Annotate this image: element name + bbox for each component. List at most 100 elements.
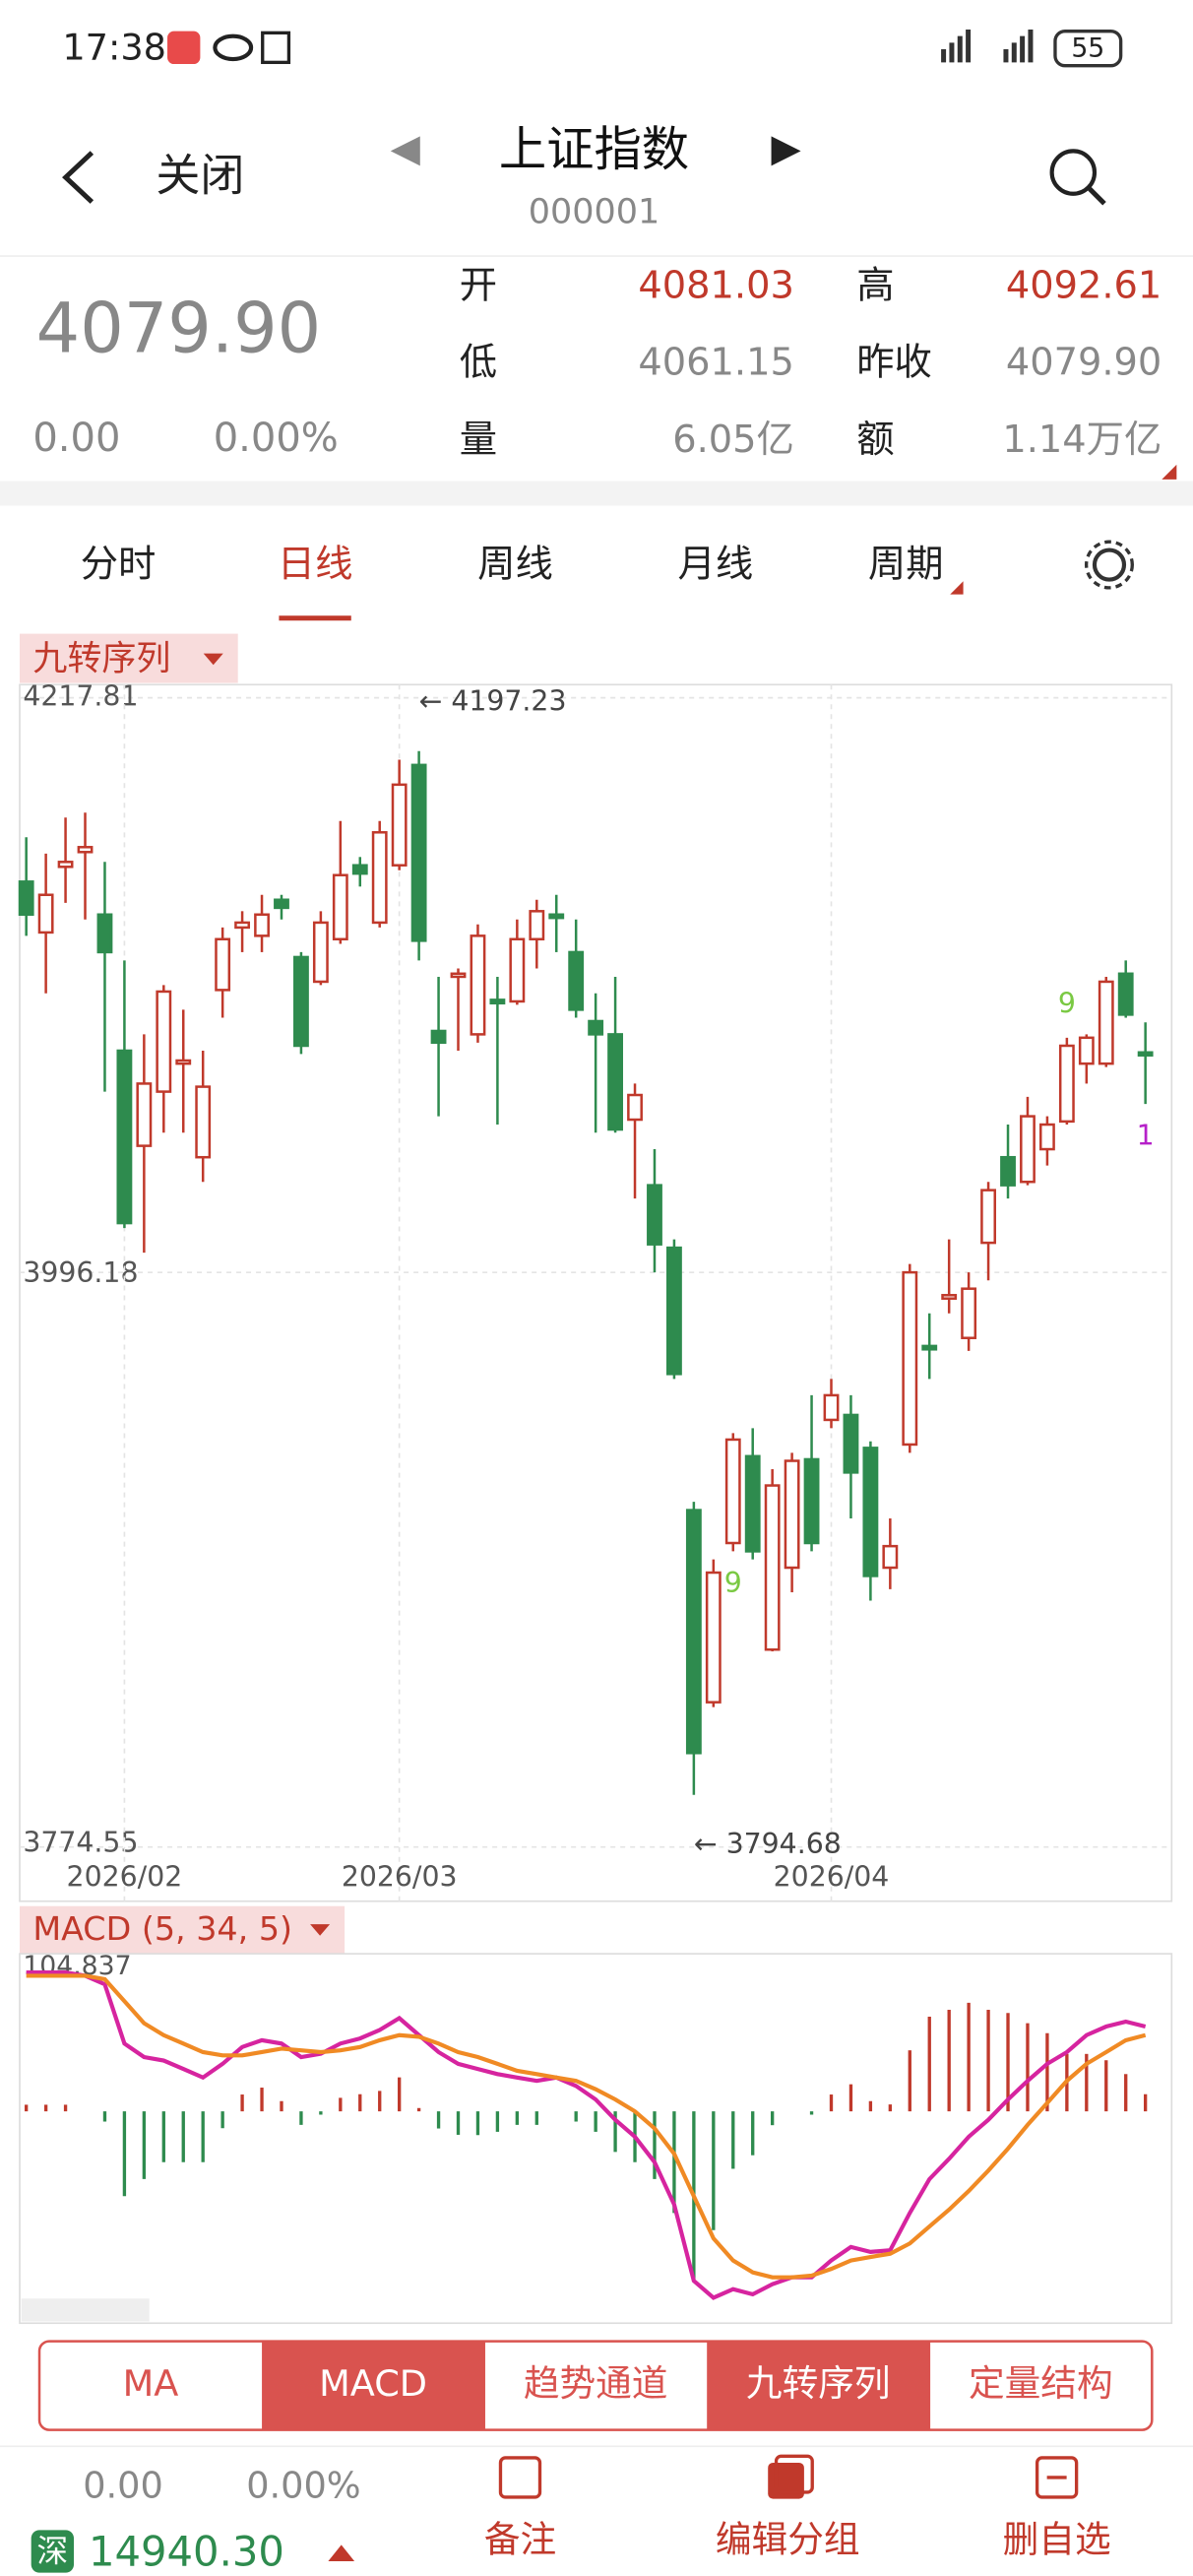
corner-mark	[950, 581, 964, 595]
candle-body	[96, 913, 113, 954]
candle-body	[568, 950, 585, 1011]
period-tab[interactable]: 日线	[278, 543, 353, 587]
period-tab[interactable]: 周期	[868, 543, 944, 587]
note-icon[interactable]	[498, 2456, 542, 2499]
y-tick-label: 3996.18	[23, 1256, 138, 1289]
stock-name: 上证指数	[499, 122, 689, 177]
candle-body	[195, 1085, 212, 1159]
field-label: 昨收	[856, 341, 932, 385]
candle-body	[274, 898, 289, 910]
price-plot-frame	[19, 683, 1173, 1902]
field-value: 4081.03	[638, 263, 793, 307]
candle-body	[312, 921, 329, 984]
y-tick-label: 3774.55	[23, 1826, 138, 1858]
tab-underline	[279, 615, 351, 621]
sequence-label: 9	[1058, 987, 1076, 1019]
footer-action[interactable]: 编辑分组	[716, 2518, 860, 2560]
field-label: 量	[460, 418, 497, 462]
search-handle	[1088, 186, 1106, 206]
close-button[interactable]: 关闭	[156, 150, 244, 202]
period-tab[interactable]: 分时	[81, 543, 157, 587]
settings-gear	[1084, 540, 1134, 590]
battery-level: 55	[1071, 33, 1104, 64]
tab-selected	[262, 2341, 485, 2430]
y-tick-label: 4217.81	[23, 680, 138, 713]
candle-body	[843, 1413, 859, 1474]
footer-action[interactable]: 备注	[484, 2518, 556, 2560]
badge	[31, 2530, 75, 2573]
battery-icon	[1053, 30, 1123, 68]
candle-body	[57, 861, 74, 869]
index-value: 14940.30	[89, 2527, 284, 2575]
candle-body	[764, 1484, 781, 1651]
candle-body	[902, 1270, 918, 1447]
indicator-tab[interactable]: 趋势通道	[524, 2362, 668, 2405]
prev-button[interactable]	[390, 136, 420, 166]
change-pct: 0.00%	[214, 416, 339, 461]
footer-actions: 备注 编辑分组 删自选	[484, 2518, 1111, 2560]
price: 4079.90	[36, 288, 322, 368]
candle-body	[588, 1019, 604, 1036]
sequence-label: 9	[724, 1567, 742, 1599]
search-icon[interactable]	[1049, 149, 1098, 196]
macd-label-bg	[20, 1905, 345, 1955]
candle-body	[351, 864, 368, 875]
footer-action[interactable]: 删自选	[1003, 2518, 1111, 2560]
status-time: 17:38	[62, 27, 166, 69]
candle-body	[980, 1189, 996, 1245]
tab-selected	[707, 2341, 930, 2430]
macd-chart: 104.837	[23, 1951, 1148, 2300]
candle-body	[18, 880, 34, 917]
remove-icon[interactable]	[1035, 2456, 1079, 2499]
signal-icon	[941, 30, 1034, 63]
candle-body	[470, 934, 486, 1036]
back-icon[interactable]	[62, 151, 94, 204]
period-tab[interactable]: 月线	[678, 543, 754, 587]
indicator-tabs: MA MACD 趋势通道 九转序列 定量结构	[37, 2340, 1154, 2431]
candle-body	[234, 921, 251, 930]
field-value: 4061.15	[638, 341, 793, 385]
candle-body	[1137, 1051, 1154, 1057]
macd-label[interactable]: MACD (5, 34, 5)	[32, 1909, 292, 1948]
dropdown-arrow	[203, 653, 223, 666]
candle-body	[784, 1459, 800, 1570]
candle-body	[156, 990, 172, 1093]
annotation: ← 4197.23	[419, 685, 567, 718]
macd-line	[26, 1973, 1147, 2280]
indicator-tab[interactable]: MA	[123, 2362, 179, 2405]
candle-body	[1038, 1123, 1055, 1151]
x-tick-label: 2026/03	[342, 1860, 458, 1893]
indicator-label[interactable]: 九转序列	[32, 639, 170, 678]
field-value: 6.05亿	[672, 418, 794, 462]
x-tick-label: 2026/04	[774, 1860, 890, 1893]
candle-body	[882, 1544, 899, 1570]
candle-body	[548, 913, 565, 920]
indicator-tab[interactable]: 九转序列	[746, 2362, 891, 2405]
candle-body	[116, 1049, 133, 1225]
period-tab[interactable]: 周线	[477, 543, 553, 587]
candle-body	[37, 893, 54, 934]
indicator-tab[interactable]: 定量结构	[969, 2362, 1113, 2405]
candle-body	[1098, 980, 1114, 1065]
macd-line	[26, 1969, 1147, 2300]
footer-change: 0.00	[83, 2464, 163, 2506]
macd-plot-frame	[19, 1953, 1173, 2325]
candle-body	[1058, 1044, 1075, 1124]
dropdown-arrow	[310, 1924, 331, 1936]
next-button[interactable]	[771, 136, 801, 166]
candle-body	[450, 972, 467, 979]
candle-body	[607, 1033, 624, 1131]
indicator-tab[interactable]: MACD	[319, 2362, 427, 2405]
candle-body	[685, 1509, 702, 1755]
nfc-icon	[261, 31, 291, 65]
candle-body	[1117, 972, 1134, 1016]
settings-icon[interactable]	[1092, 547, 1127, 582]
candle-body	[862, 1447, 879, 1578]
candle-body	[941, 1294, 958, 1300]
field-label: 高	[856, 263, 894, 307]
candle-body	[430, 1029, 447, 1045]
field-label: 额	[856, 418, 894, 462]
quote-fields: 开 4081.03 高 4092.61 低 4061.15 昨收 4079.90 量 6.05亿 额…	[460, 263, 1162, 462]
